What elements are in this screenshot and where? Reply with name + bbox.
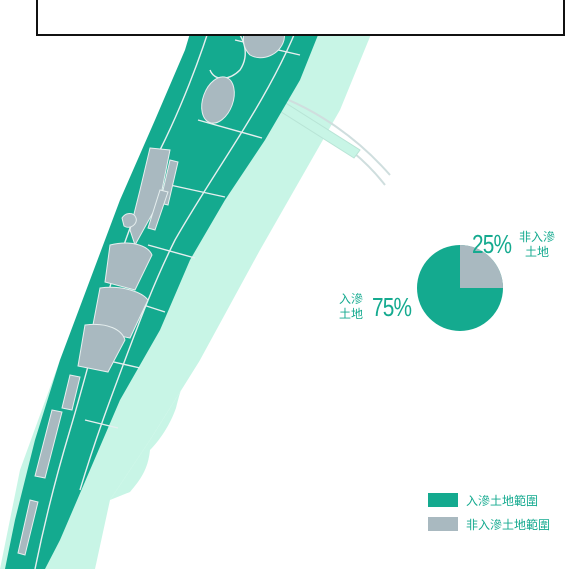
non-infiltration-label-line2: 土地 bbox=[524, 245, 549, 259]
legend-swatch-non-infiltration bbox=[428, 517, 458, 531]
infiltration-label: 入滲 土地 bbox=[334, 292, 368, 322]
pie-slice-non-infiltration bbox=[460, 245, 503, 288]
non-infiltration-label-line1: 非入滲 bbox=[518, 230, 555, 244]
infiltration-label-line1: 入滲 bbox=[338, 292, 363, 306]
legend-label-non-infiltration: 非入滲土地範圍 bbox=[466, 517, 551, 532]
legend-label-infiltration: 入滲土地範圍 bbox=[466, 493, 539, 508]
legend-swatch-infiltration bbox=[428, 493, 458, 507]
caption-box bbox=[36, 0, 565, 36]
infiltration-percent: 75% bbox=[372, 292, 412, 322]
non-infiltration-label: 非入滲 土地 bbox=[513, 230, 561, 260]
non-infiltration-areas bbox=[17, 14, 286, 556]
pie-chart bbox=[417, 245, 503, 331]
shoreline-detail bbox=[110, 360, 200, 500]
legend-item-non-infiltration: 非入滲土地範圍 bbox=[428, 515, 550, 533]
infiltration-label-line2: 土地 bbox=[338, 307, 363, 321]
legend-item-infiltration: 入滲土地範圍 bbox=[428, 491, 538, 509]
infiltration-strip bbox=[5, 0, 335, 569]
non-infiltration-percent: 25% bbox=[472, 229, 512, 259]
